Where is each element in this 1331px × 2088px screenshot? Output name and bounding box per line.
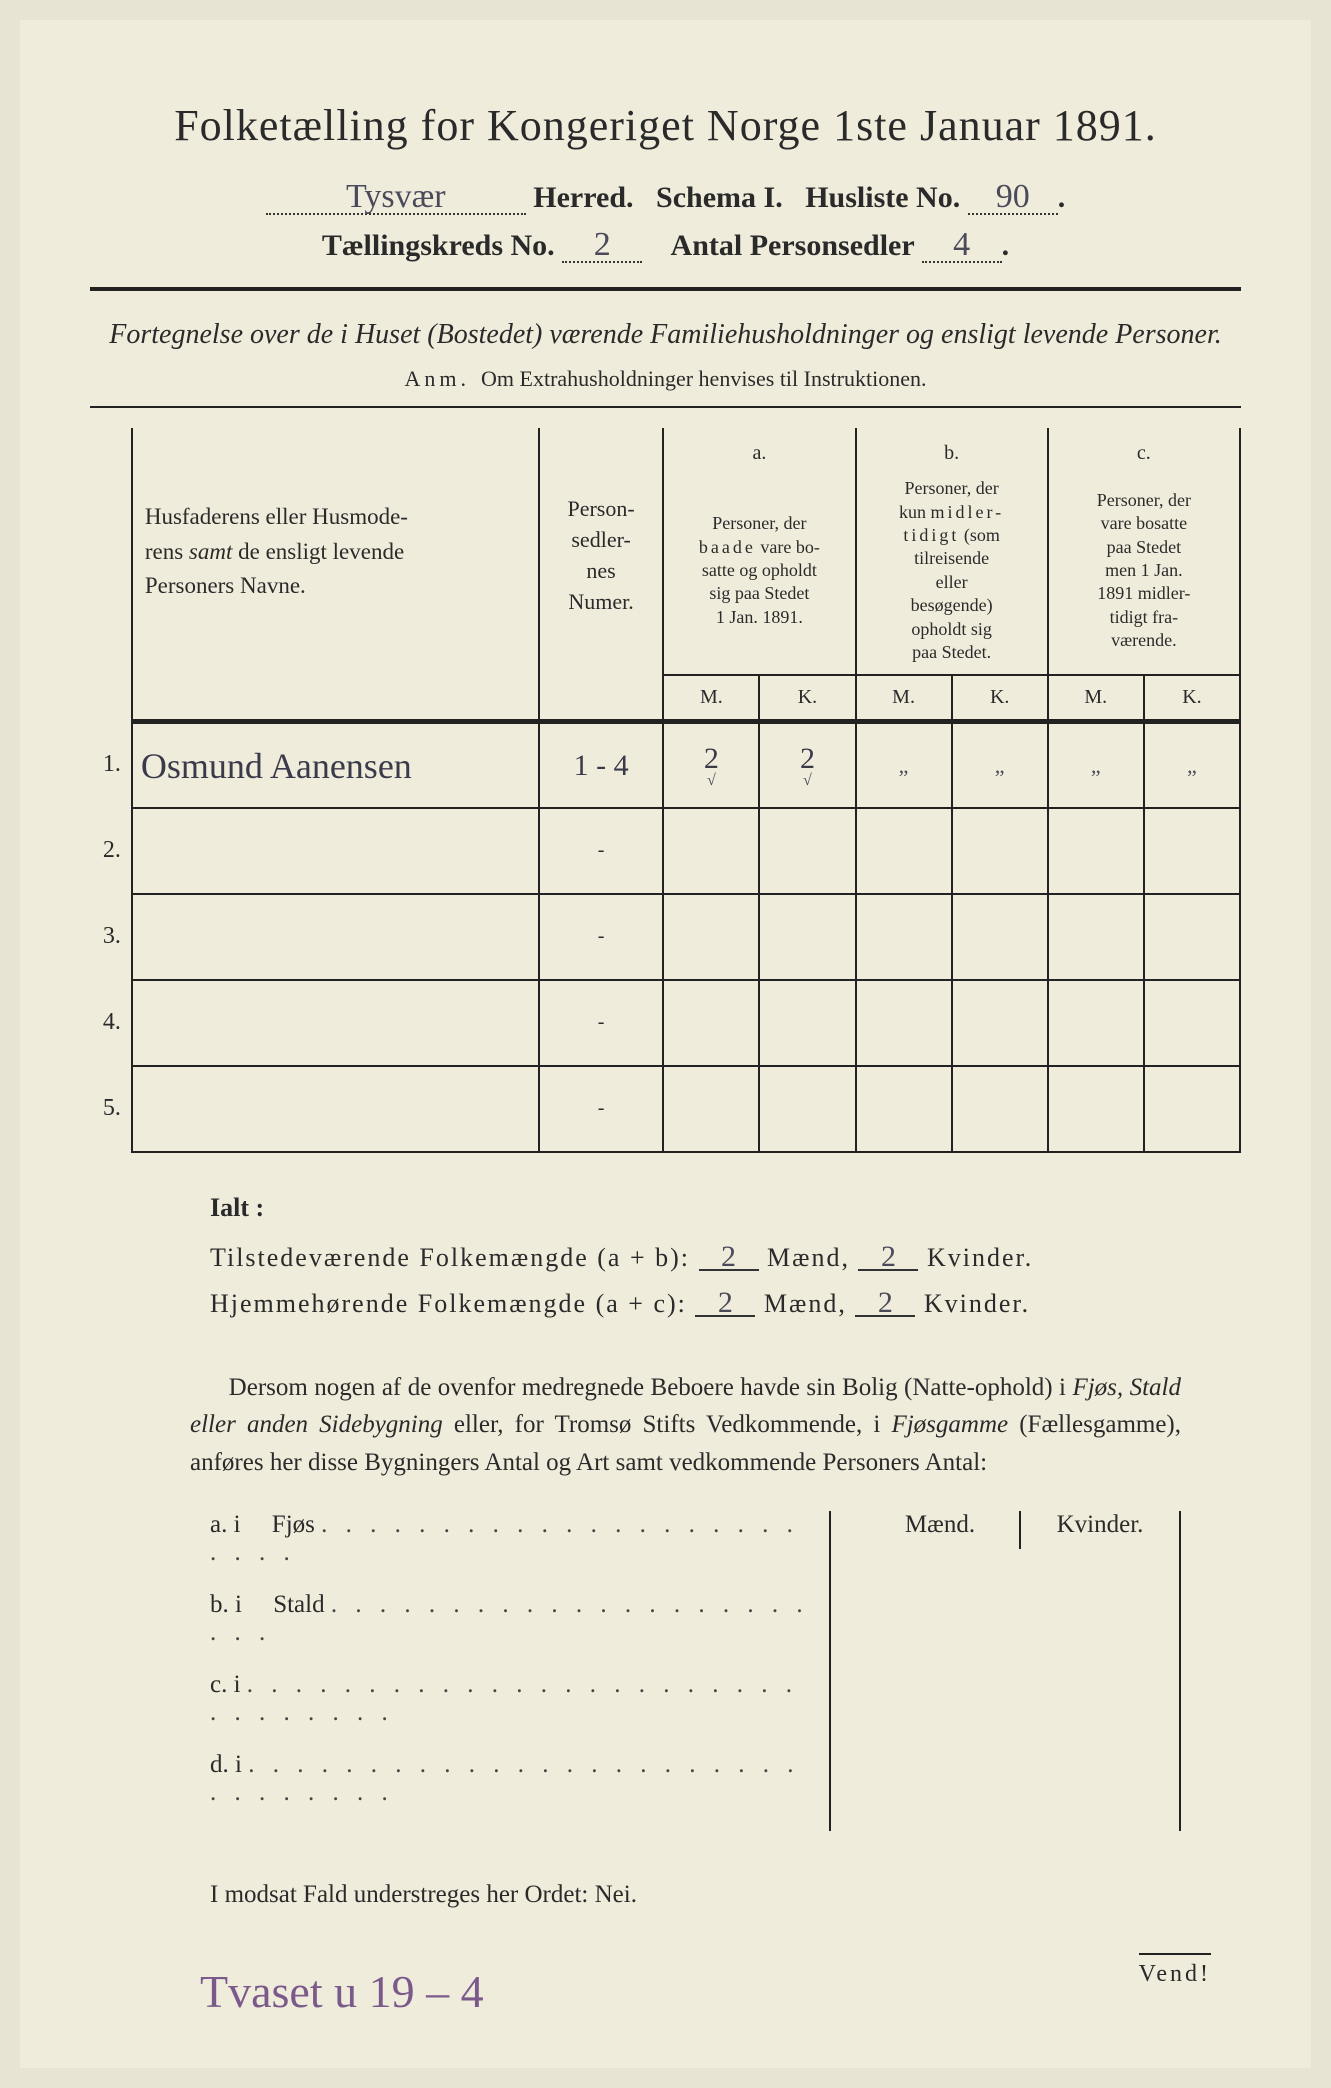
sidebuild-row: d. i . . . . . . . . . . . . . . . . . .…	[210, 1751, 809, 1807]
herred-label: Herred.	[533, 181, 633, 214]
table-body: 1. Osmund Aanensen 1 - 4 2√ 2√ „ „ „ „ 2…	[90, 722, 1240, 1152]
header-line-1: Tysvær Herred. Schema I. Husliste No. 90…	[90, 181, 1241, 215]
sb-label: d. i	[210, 1751, 242, 1778]
herred-value: Tysvær	[266, 182, 526, 215]
row-num: 2.	[90, 808, 132, 894]
census-form-page: Folketælling for Kongeriget Norge 1ste J…	[20, 20, 1311, 2068]
ialt-row-2: Hjemmehørende Folkemængde (a + c): 2 Mæn…	[210, 1289, 1161, 1319]
cell: -	[539, 894, 663, 980]
mk-header: M.	[663, 675, 759, 722]
table-row: 3. -	[90, 894, 1240, 980]
ialt-row-1: Tilstedeværende Folkemængde (a + b): 2 M…	[210, 1243, 1161, 1273]
side-building-block: a. i Fjøs . . . . . . . . . . . . . . . …	[210, 1511, 1181, 1831]
ialt-text: Kvinder.	[924, 1289, 1030, 1318]
vend-label: Vend!	[1139, 1953, 1211, 1988]
col-b-desc: Personer, derkun midler-tidigt (somtilre…	[856, 471, 1048, 675]
header-line-2: Tællingskreds No. 2 Antal Personsedler 4…	[90, 229, 1241, 263]
subtitle: Fortegnelse over de i Huset (Bostedet) v…	[90, 315, 1241, 354]
cell: „	[1091, 753, 1101, 778]
ialt-text: Mænd,	[767, 1243, 850, 1272]
ialt-text: Tilstedeværende Folkemængde (a + b):	[210, 1243, 690, 1272]
schema-label: Schema I.	[656, 181, 783, 214]
mk-header: K.	[1144, 675, 1240, 722]
col-a-desc: Personer, derbaade vare bo-satte og opho…	[663, 471, 855, 675]
table-row: 5. -	[90, 1066, 1240, 1152]
sb-name: Stald	[273, 1591, 324, 1618]
ialt-text: Hjemmehørende Folkemængde (a + c):	[210, 1289, 687, 1318]
household-table: Husfaderens eller Husmode-rens samt de e…	[90, 428, 1241, 1153]
row-num: 1.	[90, 722, 132, 808]
ialt-block: Ialt : Tilstedeværende Folkemængde (a + …	[210, 1193, 1161, 1319]
sidebuild-row: a. i Fjøs . . . . . . . . . . . . . . . …	[210, 1511, 809, 1567]
antal-label: Antal Personsedler	[671, 229, 915, 262]
modsat-line: I modsat Fald understreges her Ordet: Ne…	[210, 1881, 1241, 1909]
check-mark: √	[768, 772, 846, 790]
sidebuild-row: b. i Stald . . . . . . . . . . . . . . .…	[210, 1591, 809, 1647]
cell: „	[1187, 753, 1197, 778]
side-building-paragraph: Dersom nogen af de ovenfor medregnede Be…	[190, 1369, 1181, 1482]
anm-text: Om Extrahusholdninger henvises til Instr…	[481, 366, 926, 391]
sb-name: Fjøs	[272, 1511, 315, 1538]
ialt-value: 2	[855, 1291, 915, 1317]
cell: „	[995, 753, 1005, 778]
sb-label: a. i	[210, 1511, 241, 1538]
ialt-value: 2	[695, 1291, 755, 1317]
sb-label: c. i	[210, 1671, 241, 1698]
mk-header: M.	[856, 675, 952, 722]
cell: -	[539, 980, 663, 1066]
col-c-label: c.	[1048, 428, 1240, 471]
footer-handwriting: Tvaset u 19 – 4	[200, 1965, 484, 2018]
mk-header: K.	[952, 675, 1048, 722]
col-b-label: b.	[856, 428, 1048, 471]
husliste-label: Husliste No.	[805, 181, 960, 214]
anm-line: Anm. Om Extrahusholdninger henvises til …	[90, 366, 1241, 392]
sb-kvinder: Kvinder.	[1021, 1511, 1179, 1549]
anm-prefix: Anm.	[405, 366, 471, 391]
sb-head: Mænd. Kvinder.	[861, 1511, 1179, 1549]
ialt-value: 2	[858, 1245, 918, 1271]
col-a-label: a.	[663, 428, 855, 471]
col-name-header: Husfaderens eller Husmode-rens samt de e…	[132, 428, 539, 675]
divider	[90, 287, 1241, 291]
table-row: 1. Osmund Aanensen 1 - 4 2√ 2√ „ „ „ „	[90, 722, 1240, 808]
page-title: Folketælling for Kongeriget Norge 1ste J…	[90, 100, 1241, 151]
kreds-value: 2	[562, 230, 642, 263]
sb-maend: Mænd.	[861, 1511, 1021, 1549]
cell: 1 - 4	[574, 749, 629, 782]
table-row: 4. -	[90, 980, 1240, 1066]
cell: 2	[704, 742, 719, 775]
kreds-label: Tællingskreds No.	[322, 229, 555, 262]
col-c-desc: Personer, dervare bosattepaa Stedetmen 1…	[1048, 471, 1240, 675]
husliste-value: 90	[968, 182, 1058, 215]
sidebuild-row: c. i . . . . . . . . . . . . . . . . . .…	[210, 1671, 809, 1727]
cell: -	[539, 1066, 663, 1152]
row-num: 5.	[90, 1066, 132, 1152]
col-num-header: Person-sedler-nesNumer.	[539, 428, 663, 675]
table-row: 2. -	[90, 808, 1240, 894]
side-building-list: a. i Fjøs . . . . . . . . . . . . . . . …	[210, 1511, 831, 1831]
dots: . . . . . . . . . . . . . . . . . . . . …	[210, 1751, 799, 1806]
mk-header: M.	[1048, 675, 1144, 722]
sb-label: b. i	[210, 1591, 242, 1618]
cell: 2	[800, 742, 815, 775]
mk-header: K.	[759, 675, 855, 722]
row-num: 4.	[90, 980, 132, 1066]
cell: „	[899, 753, 909, 778]
check-mark: √	[672, 772, 750, 790]
person-name: Osmund Aanensen	[141, 746, 412, 786]
cell: -	[539, 808, 663, 894]
side-building-counts: Mænd. Kvinder.	[861, 1511, 1181, 1831]
dots: . . . . . . . . . . . . . . . . . . . . …	[210, 1671, 798, 1726]
divider	[90, 406, 1241, 408]
row-num: 3.	[90, 894, 132, 980]
ialt-label: Ialt :	[210, 1193, 1161, 1223]
ialt-value: 2	[699, 1245, 759, 1271]
antal-value: 4	[922, 230, 1002, 263]
ialt-text: Mænd,	[764, 1289, 847, 1318]
ialt-text: Kvinder.	[927, 1243, 1033, 1272]
